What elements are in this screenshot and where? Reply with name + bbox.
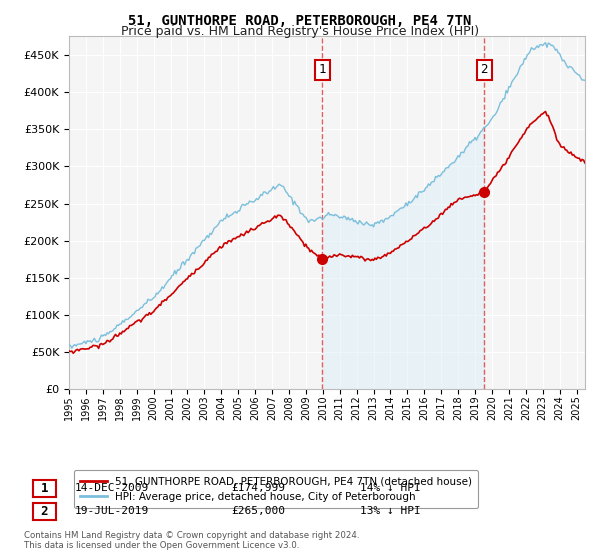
Text: Price paid vs. HM Land Registry's House Price Index (HPI): Price paid vs. HM Land Registry's House … <box>121 25 479 38</box>
Text: Contains HM Land Registry data © Crown copyright and database right 2024.
This d: Contains HM Land Registry data © Crown c… <box>24 530 359 550</box>
Text: 1: 1 <box>319 63 326 76</box>
Text: 51, GUNTHORPE ROAD, PETERBOROUGH, PE4 7TN: 51, GUNTHORPE ROAD, PETERBOROUGH, PE4 7T… <box>128 14 472 28</box>
Text: 2: 2 <box>481 63 488 76</box>
Text: £265,000: £265,000 <box>231 506 285 516</box>
Text: 14% ↓ HPI: 14% ↓ HPI <box>360 483 421 493</box>
Text: £174,999: £174,999 <box>231 483 285 493</box>
Legend: 51, GUNTHORPE ROAD, PETERBOROUGH, PE4 7TN (detached house), HPI: Average price, : 51, GUNTHORPE ROAD, PETERBOROUGH, PE4 7T… <box>74 470 478 508</box>
Text: 1: 1 <box>41 482 48 496</box>
Text: 2: 2 <box>41 505 48 518</box>
Text: 14-DEC-2009: 14-DEC-2009 <box>75 483 149 493</box>
Text: 13% ↓ HPI: 13% ↓ HPI <box>360 506 421 516</box>
Text: 19-JUL-2019: 19-JUL-2019 <box>75 506 149 516</box>
